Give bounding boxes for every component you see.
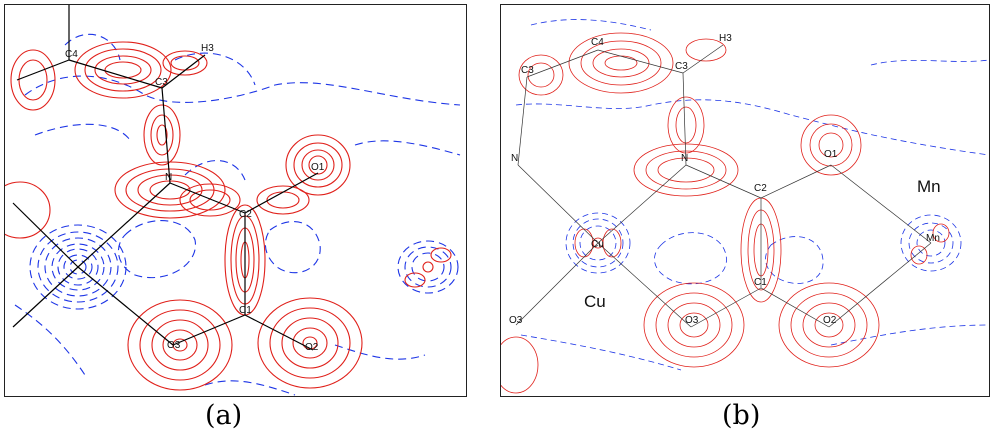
- caption-a: (a): [205, 400, 243, 431]
- panel-a-atom-labels: C4 H3 C3 N O1 C2 C1 O3 O2: [65, 43, 325, 353]
- atom-label-c4: C4: [65, 49, 78, 60]
- panel-b-positive-contours: [501, 32, 880, 394]
- metal-label-cu: Cu: [584, 292, 606, 311]
- panel-b-bonds: [515, 44, 932, 328]
- panel-a-bonds: [12, 5, 319, 351]
- caption-b: (b): [722, 400, 761, 431]
- atom-label-c1: C1: [239, 305, 252, 316]
- atom-label-o1: O1: [824, 149, 838, 160]
- atom-label-c3: C3: [155, 77, 168, 88]
- panel-b: C4 H3 C3 C3 N N O1 C2 C1 Cu Mn O3 O3 O2 …: [500, 4, 990, 397]
- panel-a-mn-cloud: [397, 240, 459, 294]
- atom-label-c2: C2: [754, 183, 767, 194]
- atom-label-cu-atom: Cu: [591, 239, 604, 250]
- atom-label-mn-atom: Mn: [926, 233, 940, 244]
- atom-label-h3: H3: [719, 33, 732, 44]
- atom-label-o2: O2: [305, 342, 319, 353]
- panel-b-negative-contours: [515, 19, 989, 371]
- atom-label-o2: O2: [823, 315, 837, 326]
- atom-label-o3-left: O3: [509, 315, 523, 326]
- panel-b-atom-labels: C4 H3 C3 C3 N N O1 C2 C1 Cu Mn O3 O3 O2 …: [509, 33, 941, 326]
- atom-label-c3: C3: [675, 61, 688, 72]
- panel-b-mn-cloud: [900, 214, 962, 272]
- atom-label-o3: O3: [685, 315, 699, 326]
- atom-label-c1: C1: [754, 277, 767, 288]
- atom-label-c3-left: C3: [521, 65, 534, 76]
- panel-a-positive-contours: [5, 41, 363, 391]
- atom-label-c2: C2: [239, 209, 252, 220]
- panel-a-contour-map: C4 H3 C3 N O1 C2 C1 O3 O2: [5, 5, 461, 396]
- atom-label-o3: O3: [167, 340, 181, 351]
- atom-label-n-left: N: [511, 153, 518, 164]
- atom-label-n: N: [165, 172, 172, 183]
- atom-label-h3: H3: [201, 43, 214, 54]
- panel-a: C4 H3 C3 N O1 C2 C1 O3 O2: [4, 4, 467, 397]
- atom-label-o1: O1: [311, 162, 325, 173]
- atom-label-n: N: [681, 153, 688, 164]
- panel-a-negative-contours: [14, 33, 461, 396]
- panel-b-contour-map: C4 H3 C3 C3 N N O1 C2 C1 Cu Mn O3 O3 O2 …: [501, 19, 989, 394]
- atom-label-c4: C4: [591, 37, 604, 48]
- panel-a-cu-cloud: [29, 224, 127, 310]
- metal-label-mn: Mn: [917, 177, 941, 196]
